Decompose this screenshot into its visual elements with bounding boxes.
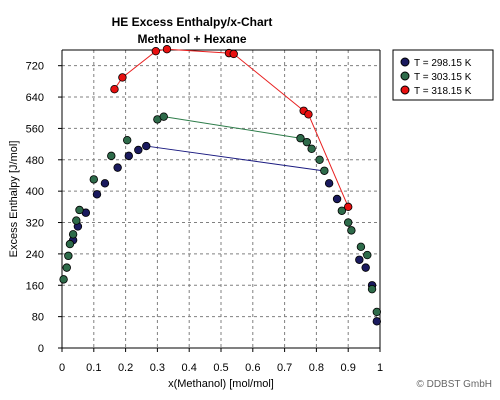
chart-title: HE Excess Enthalpy/x-Chart [112, 15, 273, 29]
data-point-series-2 [162, 45, 172, 54]
data-point-series-0 [142, 141, 151, 151]
data-point-series-1 [64, 251, 73, 261]
legend-label-298: T = 298.15 K [414, 58, 472, 69]
y-tick-label: 400 [26, 186, 44, 198]
data-point-series-1 [320, 166, 329, 175]
legend-label-318: T = 318.15 K [414, 86, 472, 97]
data-point-series-0 [355, 255, 364, 264]
data-point-series-1 [344, 218, 353, 227]
data-point-series-1 [296, 134, 305, 143]
data-point-series-0 [332, 194, 342, 204]
x-tick-label: 0.8 [309, 362, 324, 374]
x-tick-label: 1 [377, 362, 383, 374]
data-point-series-1 [68, 230, 78, 239]
data-point-series-0 [361, 263, 370, 272]
data-point-series-1 [159, 112, 168, 121]
data-point-series-2 [110, 85, 119, 94]
y-tick-label: 320 [26, 218, 44, 230]
x-tick-label: 0.3 [150, 362, 165, 374]
data-point-series-0 [113, 163, 122, 172]
y-tick-label: 80 [32, 312, 44, 324]
data-point-series-1 [302, 137, 312, 147]
data-point-series-0 [372, 317, 382, 326]
grid [62, 50, 380, 348]
data-point-series-1 [107, 151, 116, 161]
y-tick-label: 640 [26, 92, 44, 104]
x-tick-label: 0.6 [245, 362, 260, 374]
data-point-series-2 [344, 202, 353, 212]
legend: T = 298.15 K T = 303.15 K T = 318.15 K [392, 49, 494, 101]
y-tick-label: 160 [26, 280, 44, 292]
data-point-series-0 [124, 151, 133, 161]
series-line-1 [163, 116, 301, 139]
y-tick-label: 720 [26, 61, 44, 73]
legend-label-303: T = 303.15 K [414, 72, 472, 83]
y-tick-label: 240 [26, 249, 44, 261]
data-point-series-1 [75, 205, 84, 215]
x-ticks: 0 0.1 0.2 0.3 0.4 0.5 0.6 0.7 0.8 0.9 1 [59, 348, 383, 374]
data-point-series-1 [367, 284, 377, 294]
legend-marker-318 [400, 85, 410, 95]
data-point-series-2 [304, 110, 313, 119]
data-point-series-2 [118, 73, 127, 82]
x-tick-label: 0.4 [182, 362, 197, 374]
data-point-series-1 [347, 226, 356, 235]
y-tick-label: 560 [26, 123, 44, 135]
y-tick-label: 0 [38, 343, 44, 355]
data-point-series-2 [229, 49, 238, 59]
data-point-series-1 [363, 250, 372, 260]
series-line-0 [146, 145, 323, 172]
data-point-series-1 [315, 155, 324, 164]
data-point-series-1 [89, 175, 98, 184]
y-ticks: 0 80 160 240 320 400 480 560 640 720 [26, 61, 62, 355]
data-point-series-1 [59, 275, 68, 284]
data-point-series-1 [356, 242, 366, 252]
data-point-series-1 [122, 135, 132, 145]
data-point-series-0 [134, 145, 143, 155]
legend-marker-298 [400, 57, 410, 67]
data-point-series-1 [72, 216, 81, 225]
data-point-series-0 [100, 179, 110, 188]
legend-marker-303 [400, 71, 410, 81]
data-point-series-1 [337, 206, 347, 215]
data-point-series-0 [92, 190, 102, 199]
x-tick-label: 0.5 [213, 362, 228, 374]
x-tick-label: 0.1 [86, 362, 101, 374]
x-axis-label: x(Methanol) [mol/mol] [168, 378, 274, 390]
copyright-text: © DDBST GmbH [416, 379, 492, 390]
x-tick-label: 0.2 [118, 362, 133, 374]
series-points [59, 45, 382, 326]
x-tick-label: 0.9 [341, 362, 356, 374]
y-tick-label: 480 [26, 155, 44, 167]
chart-subtitle: Methanol + Hexane [137, 32, 246, 46]
data-point-series-1 [372, 307, 382, 317]
data-point-series-1 [65, 239, 75, 249]
data-point-series-1 [62, 263, 71, 272]
data-point-series-1 [307, 144, 316, 154]
data-point-series-2 [151, 46, 161, 56]
y-axis-label: Excess Enthalpy [J/mol] [8, 141, 20, 258]
data-point-series-0 [324, 179, 334, 188]
legend-box [392, 49, 494, 101]
x-tick-label: 0.7 [277, 362, 292, 374]
x-tick-label: 0 [59, 362, 65, 374]
